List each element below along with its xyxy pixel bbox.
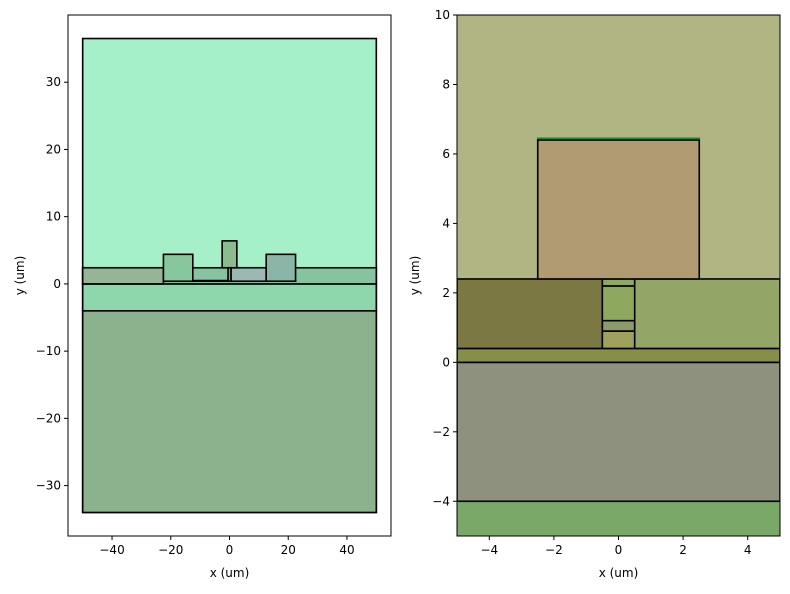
structure-rect-10: [601, 278, 636, 287]
structure-rect-8: [162, 253, 194, 283]
structure-rect-4: [457, 347, 780, 364]
y-tick-label: 10: [435, 8, 450, 22]
structure-rect-2: [81, 309, 378, 514]
structure-rect-7: [601, 330, 636, 350]
y-tick-label: −20: [36, 411, 61, 425]
structure-rect-9: [265, 253, 297, 283]
x-tick-label: 40: [339, 543, 354, 557]
x-tick-label: −20: [158, 543, 183, 557]
structure-rect-3: [81, 283, 378, 312]
structure-rect-11: [227, 266, 232, 283]
y-tick-label: 0: [53, 277, 61, 291]
x-tick-label: 2: [679, 543, 687, 557]
x-tick-label: 20: [281, 543, 296, 557]
x-axis-label: x (um): [599, 566, 639, 580]
structure-rect-10: [221, 240, 238, 269]
structure-rect-7: [230, 266, 268, 283]
shapes: [457, 15, 780, 536]
y-tick-label: 10: [46, 210, 61, 224]
y-tick-label: 8: [442, 77, 450, 91]
y-tick-label: 30: [46, 75, 61, 89]
structure-rect-2: [457, 501, 780, 536]
structure-rect-9: [601, 285, 636, 322]
x-axis-label: x (um): [210, 566, 250, 580]
x-tick-label: 4: [744, 543, 752, 557]
structure-rect-6: [633, 278, 780, 350]
y-tick-label: −10: [36, 344, 61, 358]
y-tick-label: 20: [46, 142, 61, 156]
x-tick-label: −4: [480, 543, 498, 557]
plot-panel-1: −40 −20 0 20 40 −30 −20 −10 0 10 20 30 x (um) y (um): [13, 14, 392, 580]
structure-rect-12: [536, 139, 701, 280]
y-tick-label: −2: [432, 425, 450, 439]
structure-rect-5: [81, 266, 165, 285]
shapes: [81, 37, 378, 514]
y-tick-label: 4: [442, 216, 450, 230]
y-tick-label: −4: [432, 494, 450, 508]
y-axis-label: y (um): [13, 256, 27, 296]
y-tick-label: −30: [36, 479, 61, 493]
structure-rect-5: [457, 278, 604, 350]
x-tick-label: −40: [99, 543, 124, 557]
y-tick-label: 6: [442, 147, 450, 161]
x-tick-label: 0: [615, 543, 623, 557]
y-tick-label: 2: [442, 286, 450, 300]
plot-panel-2: −4 −2 0 2 4 −4 −2 0 2 4 6 8 10 x (um) y (um): [408, 8, 781, 580]
structure-rect-3: [457, 361, 780, 503]
x-tick-label: −2: [545, 543, 563, 557]
structure-rect-8: [601, 319, 636, 332]
y-tick-label: 0: [442, 355, 450, 369]
y-axis-label: y (um): [408, 256, 422, 296]
x-tick-label: 0: [226, 543, 234, 557]
